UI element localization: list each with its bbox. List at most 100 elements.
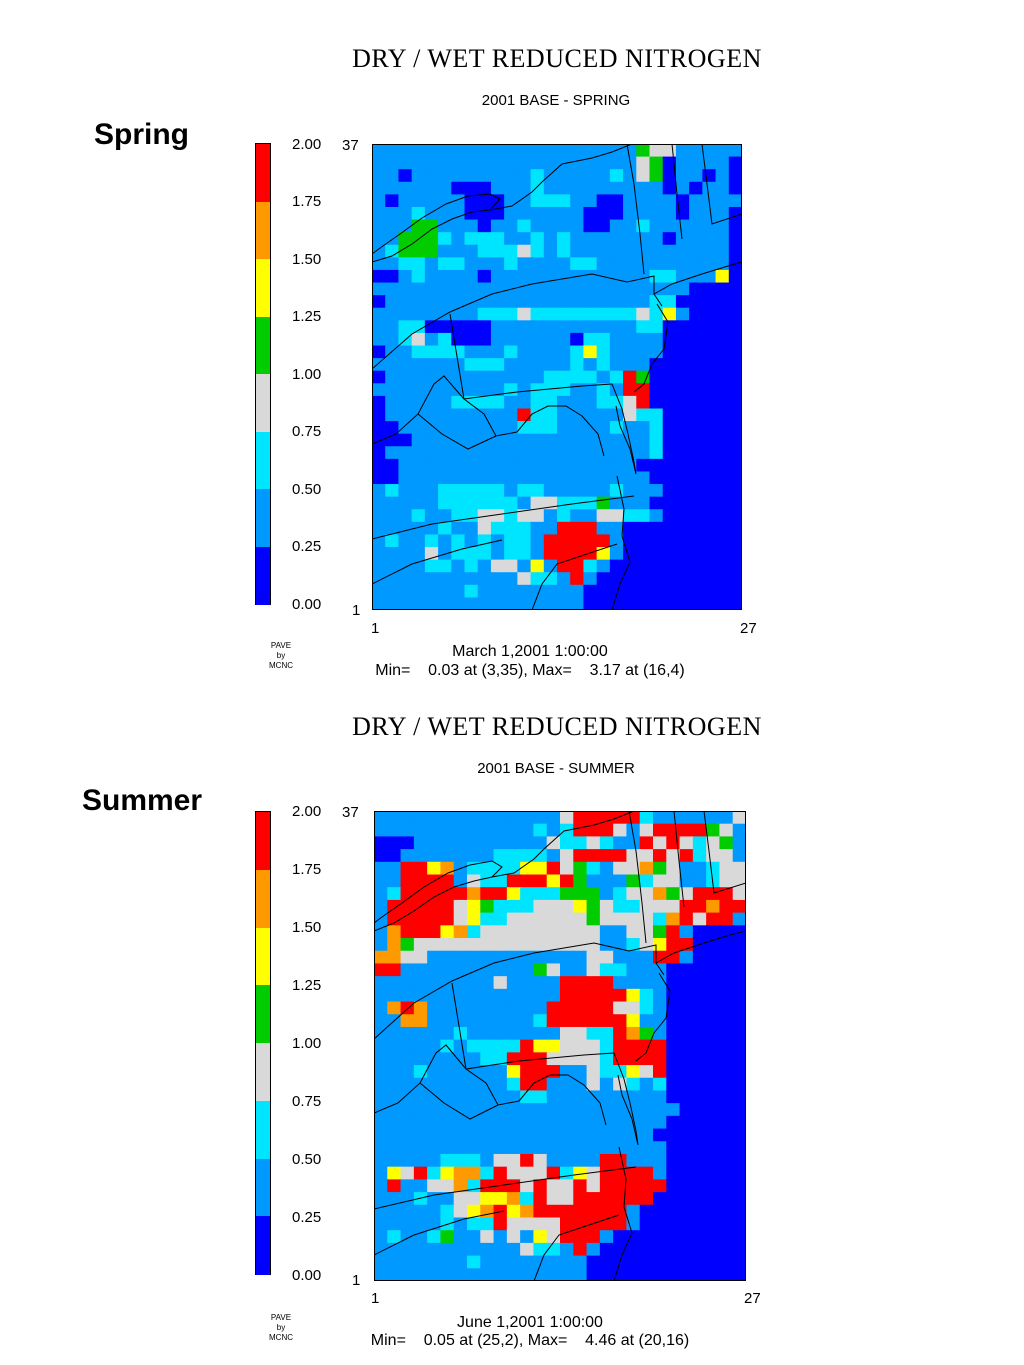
heatmap-cell [573,811,588,825]
heatmap-cell [464,534,479,548]
heatmap-cell [398,534,413,548]
heatmap-cell [679,976,694,990]
heatmap-cell [560,887,574,901]
heatmap-cell [438,332,452,347]
heatmap-cell [493,1268,508,1281]
heatmap-cell [732,1065,746,1079]
heatmap-cell [636,496,651,510]
colorbar-bin [256,546,270,605]
heatmap-cell [413,976,428,990]
heatmap-cell [546,963,561,977]
heatmap-cell [609,332,624,347]
heatmap-cell [613,1268,628,1281]
heatmap-cell [666,912,681,926]
heatmap-cell [675,206,690,221]
heatmap-cell [689,206,703,221]
heatmap-cell [480,1217,495,1231]
heatmap-cell [543,169,558,183]
heatmap-cell [543,232,558,246]
heatmap-cell [599,899,614,914]
heatmap-cell [596,320,611,334]
heatmap-cell [623,433,637,447]
season-label: Spring [94,118,189,151]
heatmap-cell [666,1026,681,1041]
heatmap-cell [530,244,545,258]
heatmap-cell [570,597,585,610]
heatmap-cell [372,433,386,447]
heatmap-cell [702,421,717,435]
heatmap-cell [557,181,571,195]
heatmap-cell [557,370,571,384]
heatmap-cell [557,295,571,309]
heatmap-cell [451,206,466,221]
heatmap-cell [400,1090,415,1104]
heatmap-cell [706,1141,721,1155]
heatmap-cell [400,1052,415,1066]
heatmap-cell [623,584,637,598]
heatmap-cell [424,181,439,195]
heatmap-cell [689,307,703,321]
heatmap-cell [570,257,585,271]
heatmap-cell [504,194,518,208]
heatmap-cell [570,547,585,561]
heatmap-cell [530,433,545,447]
heatmap-cell [662,584,677,598]
heatmap-cell [653,1141,667,1155]
heatmap-cell [504,295,518,309]
heatmap-cell [560,1052,574,1066]
heatmap-cell [464,509,479,523]
heatmap-cell [546,899,561,914]
heatmap-cell [649,307,664,321]
heatmap-cell [372,597,386,610]
heatmap-cell [385,458,400,473]
heatmap-cell [520,1217,535,1231]
heatmap-cell [467,1141,481,1155]
heatmap-cell [427,836,442,850]
heatmap-cell [728,597,742,610]
heatmap-cell [533,925,548,939]
heatmap-cell [506,1192,521,1206]
heatmap-cell [504,572,518,586]
heatmap-cell [438,446,452,460]
heatmap-cell [639,1179,654,1193]
heatmap-cell [560,1141,574,1155]
heatmap-cell [732,1230,746,1244]
heatmap-cell [427,1179,442,1193]
heatmap-cell [570,144,585,158]
heatmap-cell [728,433,742,447]
heatmap-cell [728,320,742,334]
heatmap-cell [626,899,641,914]
heatmap-cell [613,1001,628,1015]
heatmap-cell [400,1230,415,1244]
heatmap-cell [649,471,664,485]
heatmap-cell [533,988,548,1003]
heatmap-cell [609,282,624,296]
heatmap-cell [387,1128,402,1142]
heatmap-cell [451,156,466,170]
heatmap-cell [719,1179,734,1193]
heatmap-cell [732,1026,746,1041]
heatmap-cell [599,1115,614,1130]
heatmap-cell [464,471,479,485]
heatmap-cell [490,547,505,561]
heatmap-cell [679,1166,694,1180]
heatmap-cell [427,1039,442,1053]
heatmap-cell [427,1026,442,1041]
heatmap-cell [385,484,400,498]
heatmap-cell [653,1090,667,1104]
heatmap-cell [626,1115,641,1130]
heatmap-cell [372,408,386,422]
heatmap-cell [411,496,426,510]
heatmap-cell [557,534,571,548]
heatmap-cell [692,1065,707,1079]
heatmap-cell [424,471,439,485]
heatmap-cell [649,295,664,309]
heatmap-cell [517,458,532,473]
heatmap-cell [583,584,598,598]
heatmap-cell [636,194,651,208]
heatmap-cell [666,1001,681,1015]
heatmap-cell [706,1001,721,1015]
heatmap-cell [411,345,426,359]
heatmap-cell [719,988,734,1003]
heatmap-cell [613,836,628,850]
